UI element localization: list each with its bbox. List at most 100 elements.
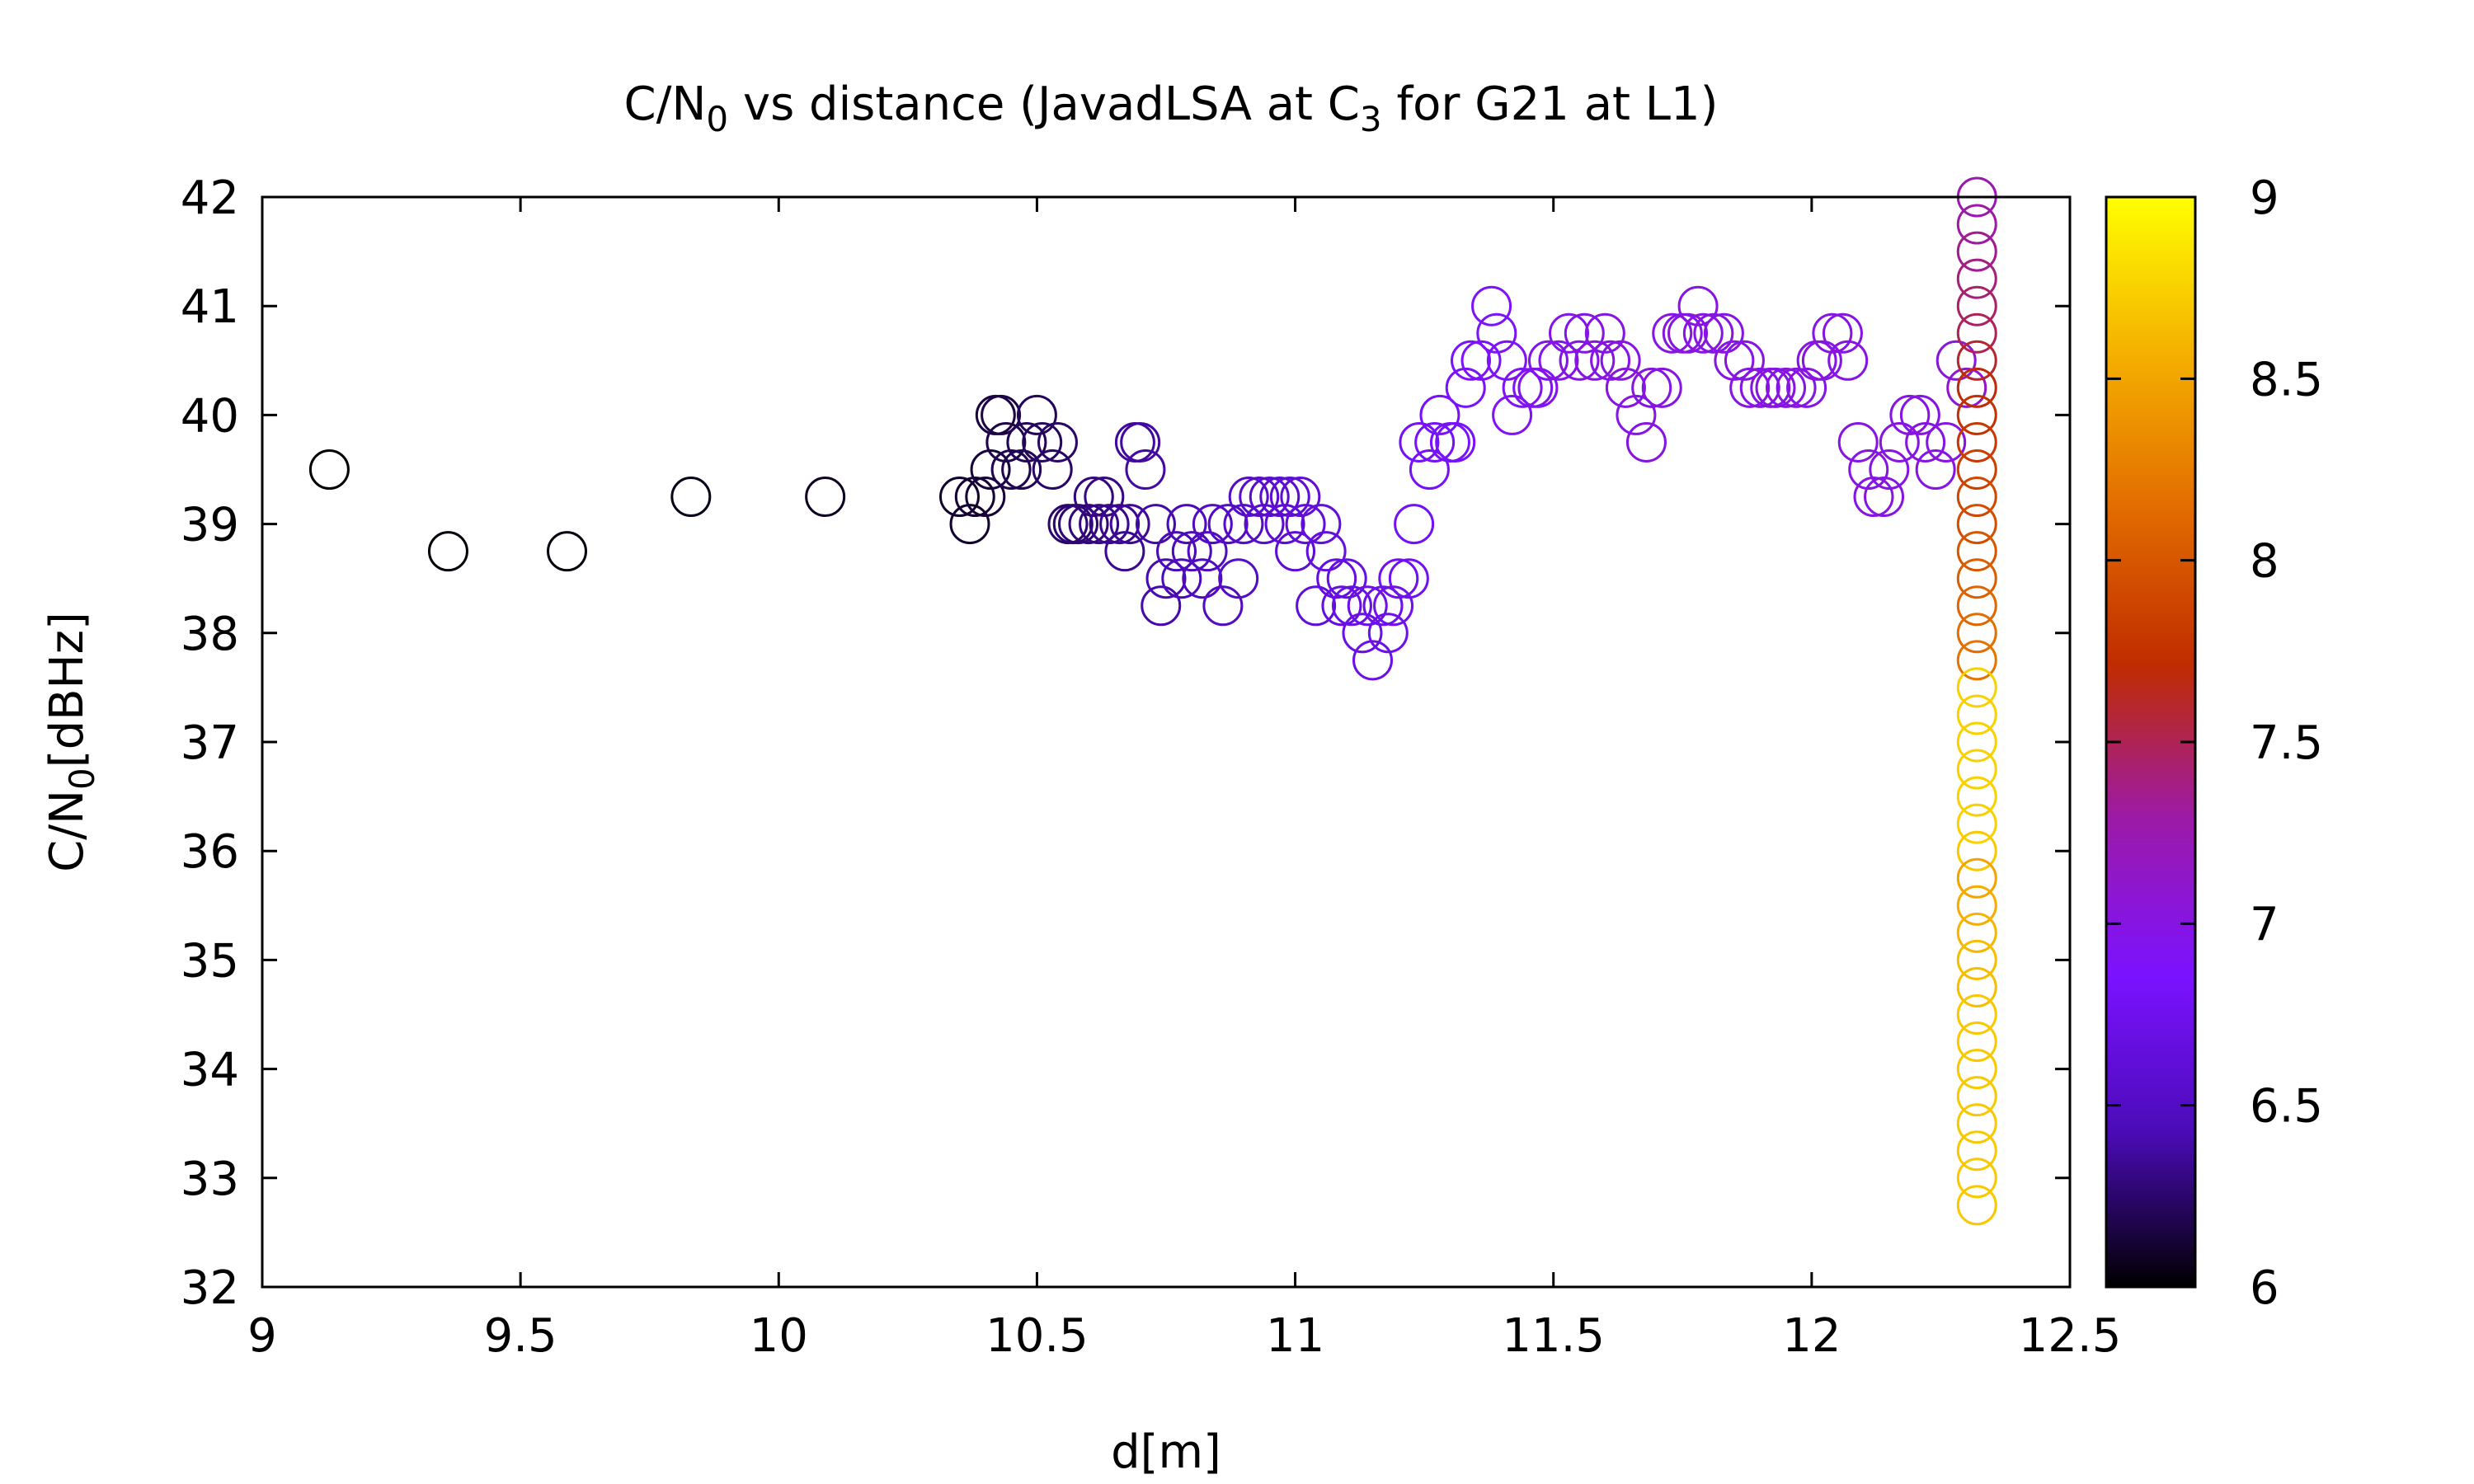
data-point-90 — [1527, 340, 1569, 381]
data-point-110 — [1703, 312, 1744, 354]
colorbar-tick-label: 8.5 — [2250, 353, 2323, 406]
data-point-79 — [1435, 421, 1476, 463]
data-point-57 — [1285, 504, 1326, 545]
data-point-142 — [1956, 285, 1997, 326]
data-point-158 — [1956, 721, 1997, 763]
data-point-28 — [1099, 504, 1141, 545]
data-point-71 — [1378, 558, 1419, 599]
data-point-81 — [1451, 340, 1492, 381]
x-tick-label: 10.5 — [985, 1309, 1089, 1363]
data-point-16 — [1016, 394, 1057, 435]
colorbar-tick-label: 7 — [2250, 898, 2279, 951]
data-point-92 — [1549, 312, 1590, 354]
data-point-168 — [1956, 994, 1997, 1035]
data-point-61 — [1316, 558, 1357, 599]
data-point-63 — [1326, 558, 1367, 599]
data-point-154 — [1956, 613, 1997, 654]
data-point-15 — [1006, 421, 1047, 463]
y-tick-label: 32 — [181, 1261, 239, 1315]
data-point-123 — [1822, 312, 1863, 354]
data-point-36 — [1145, 558, 1187, 599]
data-point-2 — [547, 531, 588, 572]
data-point-102 — [1631, 367, 1672, 408]
title-sub1: 3 — [1360, 99, 1382, 139]
data-point-136 — [1935, 340, 1977, 381]
y-axis-label: C/N0[dBHz] — [40, 612, 102, 872]
data-point-163 — [1956, 857, 1997, 899]
data-point-55 — [1275, 531, 1316, 572]
data-point-9 — [970, 449, 1011, 490]
data-point-39 — [1166, 504, 1207, 545]
x-tick-label: 12 — [1782, 1309, 1841, 1363]
data-point-164 — [1956, 885, 1997, 926]
data-point-156 — [1956, 667, 1997, 708]
data-point-77 — [1419, 394, 1460, 435]
data-point-3 — [670, 477, 712, 518]
data-point-162 — [1956, 830, 1997, 871]
data-point-93 — [1559, 340, 1600, 381]
data-point-4 — [805, 477, 846, 518]
title-sub0: 0 — [706, 99, 728, 139]
data-point-26 — [1084, 477, 1125, 518]
data-point-52 — [1259, 477, 1300, 518]
data-point-98 — [1600, 340, 1641, 381]
data-point-70 — [1373, 585, 1414, 627]
data-point-85 — [1486, 340, 1527, 381]
data-point-60 — [1305, 531, 1347, 572]
data-point-44 — [1202, 585, 1244, 627]
data-point-41 — [1182, 558, 1223, 599]
data-point-17 — [1022, 421, 1063, 463]
data-point-148 — [1956, 449, 1997, 490]
data-point-47 — [1223, 504, 1264, 545]
data-point-74 — [1399, 421, 1440, 463]
data-point-118 — [1776, 367, 1817, 408]
data-point-37 — [1156, 531, 1197, 572]
data-point-7 — [954, 477, 995, 518]
data-point-146 — [1956, 394, 1997, 435]
x-tick-label: 12.5 — [2019, 1309, 2122, 1363]
data-point-157 — [1956, 694, 1997, 735]
data-point-94 — [1564, 312, 1605, 354]
data-point-59 — [1300, 504, 1342, 545]
data-point-38 — [1161, 558, 1202, 599]
data-point-95 — [1574, 340, 1616, 381]
data-point-170 — [1956, 1049, 1997, 1090]
y-tick-label: 37 — [181, 716, 239, 770]
data-point-104 — [1652, 312, 1693, 354]
data-point-134 — [1915, 449, 1956, 490]
data-point-165 — [1956, 912, 1997, 953]
data-point-91 — [1538, 340, 1579, 381]
data-point-80 — [1445, 367, 1486, 408]
y-tick-label: 34 — [181, 1044, 239, 1097]
data-point-50 — [1244, 504, 1285, 545]
data-point-149 — [1956, 477, 1997, 518]
data-point-129 — [1869, 449, 1910, 490]
data-point-72 — [1388, 558, 1429, 599]
data-point-99 — [1605, 367, 1646, 408]
data-point-117 — [1766, 367, 1807, 408]
data-point-27 — [1089, 504, 1130, 545]
colorbar-tick-label: 6 — [2250, 1261, 2279, 1315]
data-point-89 — [1517, 367, 1559, 408]
data-point-172 — [1956, 1103, 1997, 1144]
data-point-97 — [1590, 340, 1631, 381]
y-tick-label: 41 — [181, 280, 239, 334]
data-point-24 — [1073, 477, 1114, 518]
data-point-100 — [1616, 394, 1657, 435]
data-point-152 — [1956, 558, 1997, 599]
data-point-19 — [1037, 421, 1078, 463]
data-point-113 — [1729, 367, 1771, 408]
data-point-130 — [1879, 421, 1920, 463]
ylabel-base: C/N — [40, 790, 94, 872]
data-point-83 — [1471, 285, 1512, 326]
data-point-112 — [1724, 340, 1765, 381]
data-point-46 — [1218, 558, 1259, 599]
data-point-96 — [1584, 312, 1625, 354]
data-point-107 — [1677, 285, 1719, 326]
data-point-69 — [1367, 613, 1409, 654]
data-point-51 — [1249, 477, 1290, 518]
data-point-139 — [1956, 204, 1997, 245]
title-base: C/N — [624, 77, 707, 131]
colorbar-tick-label: 9 — [2250, 171, 2279, 225]
y-tick-label: 40 — [181, 389, 239, 443]
